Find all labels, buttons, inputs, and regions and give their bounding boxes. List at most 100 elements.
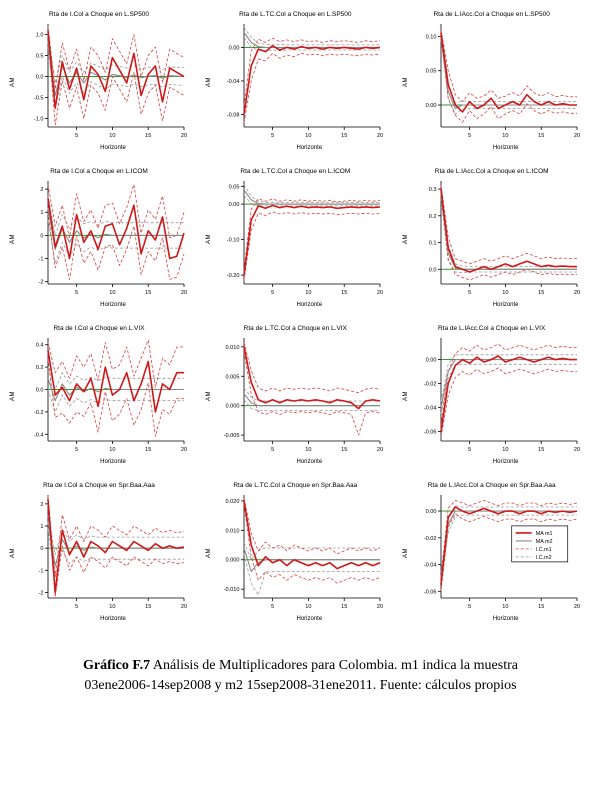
y-tick-label: 0.2 [36, 365, 44, 371]
y-tick-label: 2 [40, 187, 43, 193]
x-tick-label: 10 [502, 133, 508, 139]
y-tick-label: -0.06 [423, 429, 436, 435]
x-tick-label: 20 [574, 447, 580, 453]
panel-body: AM 0.00 -0.02 -0.04 -0.06 5 10 15 20 MA m1 MA m2 I… [401, 490, 583, 616]
y-tick-label: 0.010 [226, 345, 240, 351]
plot-svg: 0.00 0.05 0.10 5 10 15 20 [425, 24, 580, 139]
panel-title: Rta de L.TC.Col a Choque en L.SP500 [239, 11, 352, 18]
series-ic_m1_upper [243, 198, 381, 270]
y-tick-label: 1 [40, 524, 43, 530]
y-axis-label: AM [402, 391, 409, 401]
series-ic_m1_upper [440, 499, 577, 578]
y-tick-label: 0.005 [226, 374, 240, 380]
panel-body: AM 0.00 -0.04 -0.08 5 10 15 20 [204, 19, 386, 145]
panel-title: Rta de I.Col a Choque en L.VIX [53, 325, 145, 332]
series-ma_m2 [243, 547, 381, 573]
series-ic_m2_lower [47, 389, 184, 413]
y-tick-label: -2 [39, 590, 44, 596]
x-tick-label: 15 [538, 447, 544, 453]
y-tick-label: 0.10 [425, 34, 436, 40]
x-axis-label: Horizonte [492, 145, 519, 151]
series-ic_m2_lower [47, 219, 184, 264]
y-tick-label: 0.000 [226, 558, 240, 564]
y-axis-label: AM [10, 234, 16, 244]
y-tick-label: -2 [39, 280, 44, 286]
series-ma_m1 [47, 30, 185, 109]
series-ic_m2_upper [440, 32, 577, 104]
x-axis-label: Horizonte [100, 616, 126, 622]
series-ic_m2_lower [440, 514, 577, 584]
y-axis-label: AM [402, 548, 409, 558]
legend-label-ic_m1: I.C.m1 [535, 547, 551, 553]
legend-label-ma_m1: MA m1 [535, 531, 552, 537]
y-axis-label: AM [402, 234, 409, 244]
series-ic_m1_upper [47, 26, 185, 90]
x-tick-label: 10 [306, 447, 312, 453]
series-ic_m1_lower [440, 36, 577, 123]
y-tick-label: 0.4 [36, 343, 44, 349]
y-axis-label: AM [206, 548, 213, 558]
x-tick-label: 15 [538, 604, 544, 610]
series-ma_m1 [47, 350, 184, 413]
y-tick-label: -0.4 [34, 432, 44, 438]
series-ic_m1_lower [243, 351, 381, 436]
x-axis-label: Horizonte [296, 145, 323, 151]
y-tick-label: -0.010 [224, 587, 240, 593]
y-tick-label: 0.00 [425, 509, 436, 515]
x-tick-label: 5 [468, 447, 471, 453]
series-ic_m1_upper [243, 342, 381, 394]
plot-svg: -0.010 0.000 0.010 0.020 5 10 15 20 [224, 495, 383, 610]
legend-label-ic_m2: I.C.m2 [535, 555, 551, 561]
x-tick-label: 15 [145, 604, 151, 610]
series-ma_m1 [243, 346, 381, 410]
y-tick-label: 0.00 [229, 45, 240, 51]
y-tick-label: 0 [40, 233, 43, 239]
series-ic_m2_upper [244, 387, 381, 402]
y-tick-label: -0.20 [227, 273, 240, 279]
panel-body: AM 0.00 0.05 0.10 5 10 15 20 [401, 19, 583, 145]
y-tick-label: -0.005 [224, 433, 240, 439]
series-ma_m1 [47, 499, 185, 594]
x-tick-label: 10 [502, 290, 508, 296]
y-tick-label: 0.0 [36, 388, 44, 394]
y-tick-label: -0.02 [423, 382, 436, 388]
plot-svg: 0.00 -0.02 -0.04 -0.06 5 10 15 20 MA m1 MA m2 I.C.… [423, 495, 580, 610]
x-axis-label: Horizonte [296, 302, 323, 308]
caption-label: Gráfico F.7 [83, 658, 151, 673]
series-ic_m1_lower [243, 503, 381, 584]
series-ma_m1 [243, 204, 381, 276]
x-tick-label: 20 [377, 290, 383, 296]
y-tick-label: -0.02 [423, 536, 436, 542]
panel-title: Rta de L.TC.Col a Choque en Spr.Baa.Aaa [233, 482, 358, 489]
y-tick-label: 0.00 [229, 202, 240, 208]
series-ic_m2_lower [244, 399, 381, 411]
chart-panel: Rta de L.TC.Col a Choque en L.ICOM AM 0.… [204, 167, 398, 308]
chart-panel: Rta de L.IAcc.Col a Choque en Spr.Baa.Aa… [401, 481, 595, 622]
x-tick-label: 20 [574, 290, 580, 296]
x-axis-label: Horizonte [492, 302, 519, 308]
x-tick-label: 20 [181, 133, 187, 139]
chart-panel: Rta de L.IAcc.Col a Choque en L.VIX AM 0… [401, 324, 595, 465]
x-axis-label: Horizonte [296, 459, 323, 465]
x-axis-label: Horizonte [296, 616, 323, 622]
x-tick-label: 20 [377, 604, 383, 610]
series-ma_m2 [440, 36, 577, 110]
x-tick-label: 5 [271, 133, 274, 139]
y-tick-label: 0.2 [428, 214, 436, 220]
x-tick-label: 15 [538, 133, 544, 139]
panel-title: Rta de L.IAcc.Col a Choque en L.VIX [437, 325, 546, 332]
x-tick-label: 15 [341, 290, 347, 296]
series-ic_m1_upper [243, 497, 381, 555]
series-ic_m2_upper [243, 184, 381, 203]
x-tick-label: 10 [109, 290, 115, 296]
series-ic_m2_lower [244, 194, 381, 207]
series-ic_m1_lower [243, 211, 381, 281]
x-axis-label: Horizonte [100, 459, 126, 465]
series-ma_m1 [47, 198, 185, 260]
series-ic_m2_upper [440, 354, 577, 402]
y-axis-label: AM [206, 391, 213, 401]
series-ic_m1_upper [440, 184, 577, 265]
plot-svg: 0.00 -0.04 -0.08 5 10 15 20 [227, 24, 383, 139]
series-ic_m2_upper [440, 190, 577, 267]
